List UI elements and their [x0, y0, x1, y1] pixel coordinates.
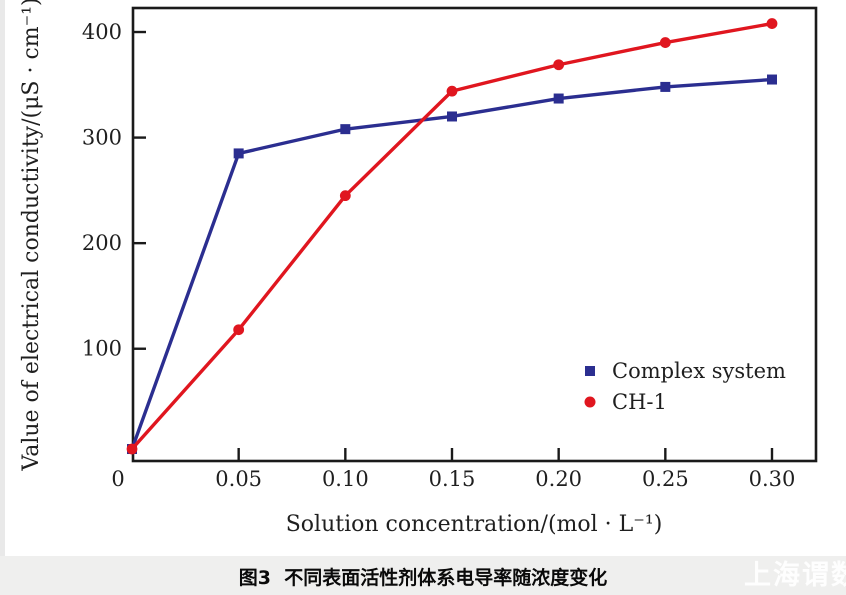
- plot-border: [131, 6, 818, 463]
- x-axis-title: Solution concentration/(mol · L⁻¹): [286, 512, 663, 537]
- data-point-marker: [233, 324, 245, 336]
- data-point-marker: [553, 59, 565, 71]
- x-tick-label: 0.15: [429, 467, 476, 491]
- y-tick-label: 300: [82, 126, 122, 150]
- x-tick-label: 0.20: [535, 467, 582, 491]
- legend: Complex system CH-1: [584, 359, 786, 414]
- legend-marker-circle: [584, 396, 596, 408]
- caption-bar: 图3 不同表面活性剂体系电导率随浓度变化 上海谓数: [0, 556, 846, 595]
- data-point-marker: [766, 74, 777, 85]
- x-tick-label: 0: [111, 467, 124, 491]
- x-tick-label: 0.25: [642, 467, 689, 491]
- series-line-complex-system: [130, 77, 773, 450]
- x-tick-label: 0.10: [322, 467, 369, 491]
- legend-marker-square: [585, 366, 595, 376]
- data-point-marker: [660, 81, 671, 92]
- x-tick-label: 0.05: [215, 467, 262, 491]
- data-point-marker: [339, 190, 351, 202]
- watermark: 上海谓数: [744, 560, 846, 591]
- series-ch-1: [126, 18, 778, 455]
- data-point-marker: [233, 148, 244, 159]
- data-point-marker: [446, 111, 457, 122]
- data-series: [126, 18, 778, 455]
- data-point-marker: [446, 85, 458, 97]
- figure-caption: 图3 不同表面活性剂体系电导率随浓度变化: [238, 567, 608, 589]
- data-point-marker: [659, 37, 671, 48]
- page-edge-strip: [0, 0, 5, 556]
- conductivity-line-chart: 100 200 300 400 0 0.05 0.10 0.15 0.20 0.25 0.30 C…: [19, 0, 818, 537]
- y-axis-title: Value of electrical conductivity/(μS · c…: [19, 0, 44, 472]
- y-tick-label: 100: [82, 337, 122, 361]
- series-complex-system: [127, 74, 777, 455]
- data-point-marker: [766, 18, 778, 29]
- data-point-marker: [553, 93, 564, 104]
- legend-label: CH-1: [612, 390, 667, 414]
- y-tick-label: 400: [82, 20, 122, 44]
- legend-label: Complex system: [612, 359, 786, 383]
- x-tick-label: 0.30: [749, 467, 796, 491]
- x-axis-ticks: 0 0.05 0.10 0.15 0.20 0.25 0.30: [111, 448, 795, 491]
- data-point-marker: [340, 124, 351, 135]
- y-tick-label: 200: [82, 231, 122, 255]
- data-point-marker: [126, 443, 138, 455]
- y-axis-ticks: 100 200 300 400: [82, 20, 146, 361]
